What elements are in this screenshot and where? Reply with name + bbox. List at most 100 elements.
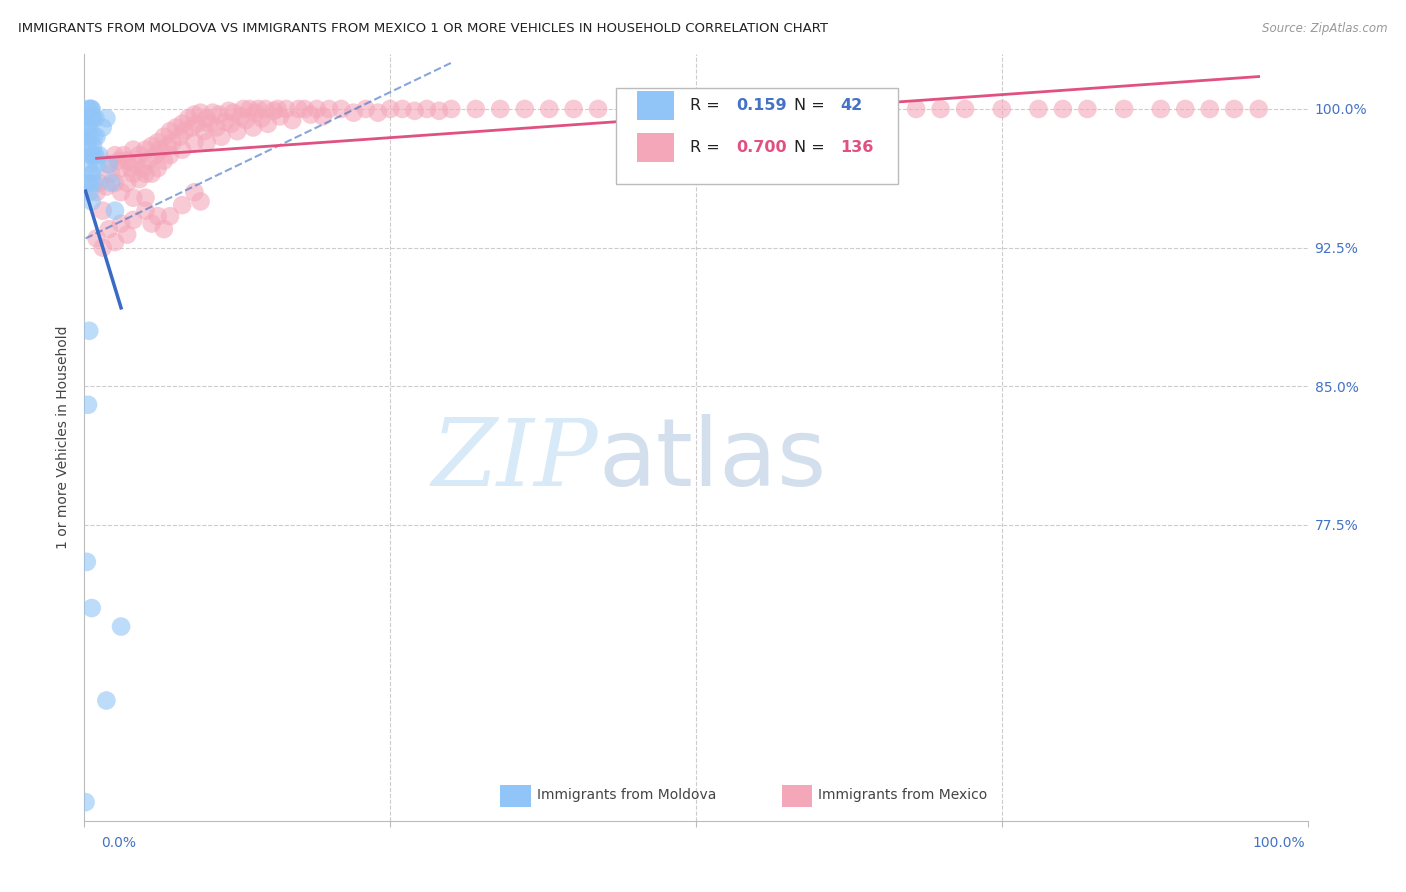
Point [218,103,240,118]
Point [122,213,145,227]
Point [128,172,150,186]
Point [97,157,120,171]
Point [107,153,129,168]
Point [146,161,169,175]
Point [84,148,107,162]
Point [953,102,976,116]
Text: IMMIGRANTS FROM MOLDOVA VS IMMIGRANTS FROM MEXICO 1 OR MORE VEHICLES IN HOUSEHOL: IMMIGRANTS FROM MOLDOVA VS IMMIGRANTS FR… [18,22,828,36]
Point [513,102,536,116]
Point [75,795,97,809]
Point [354,102,377,116]
Text: R =: R = [690,140,724,155]
Point [1198,102,1220,116]
Point [287,102,309,116]
Point [905,102,928,116]
Point [125,157,148,171]
Point [367,105,389,120]
Point [82,139,104,153]
Text: 0.0%: 0.0% [101,836,136,850]
Point [122,167,145,181]
Point [153,222,176,236]
Point [97,157,120,171]
Bar [637,133,673,162]
Point [205,120,228,135]
Text: 0.700: 0.700 [737,140,787,155]
Point [747,102,769,116]
Text: N =: N = [794,98,830,113]
Point [181,120,204,135]
Point [1076,102,1098,116]
Point [427,103,450,118]
Bar [501,785,531,807]
Bar [782,785,813,807]
Point [1028,102,1050,116]
Point [146,209,169,223]
Point [79,129,101,144]
Point [214,115,236,129]
Text: 100.0%: 100.0% [1253,836,1305,850]
Point [86,231,108,245]
Point [80,194,103,209]
Point [1150,102,1173,116]
Point [198,117,221,131]
Point [77,102,100,116]
Point [76,120,98,135]
Y-axis label: 1 or more Vehicles in Household: 1 or more Vehicles in Household [56,326,70,549]
Point [76,139,98,153]
Point [97,222,120,236]
Point [156,139,179,153]
Point [266,102,288,116]
Point [87,148,110,162]
Point [83,148,105,162]
Point [77,185,100,199]
Point [1223,102,1246,116]
Point [104,176,127,190]
Point [110,185,132,199]
Point [586,102,609,116]
Point [831,102,853,116]
Point [193,124,215,138]
Point [208,107,231,121]
Point [172,143,194,157]
Point [153,129,176,144]
Point [1114,102,1136,116]
Point [257,117,280,131]
Point [82,167,104,181]
Point [242,120,264,135]
Point [77,129,100,144]
Point [807,102,830,116]
Point [177,112,200,126]
Point [128,148,150,162]
Point [186,117,208,131]
Point [110,161,132,175]
Point [87,176,110,190]
Point [77,176,100,190]
Point [100,176,122,190]
Point [80,167,103,181]
Point [624,102,647,116]
Point [342,105,364,120]
Point [77,324,100,338]
Point [538,102,561,116]
Point [91,203,114,218]
FancyBboxPatch shape [616,88,898,184]
Point [229,109,252,123]
Point [245,105,267,120]
Point [190,105,212,120]
Point [330,102,353,116]
Point [135,191,157,205]
Point [305,102,328,116]
Point [489,102,512,116]
Text: atlas: atlas [598,414,827,506]
Text: 0.159: 0.159 [737,98,787,113]
Point [149,143,172,157]
Point [86,129,108,144]
Point [254,102,277,116]
Point [247,102,270,116]
Point [380,102,402,116]
Point [562,102,585,116]
Point [84,112,107,126]
Point [464,102,486,116]
Point [104,203,127,218]
Point [122,191,145,205]
